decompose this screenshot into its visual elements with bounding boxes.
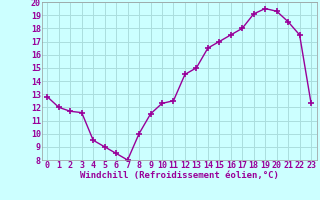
X-axis label: Windchill (Refroidissement éolien,°C): Windchill (Refroidissement éolien,°C) xyxy=(80,171,279,180)
